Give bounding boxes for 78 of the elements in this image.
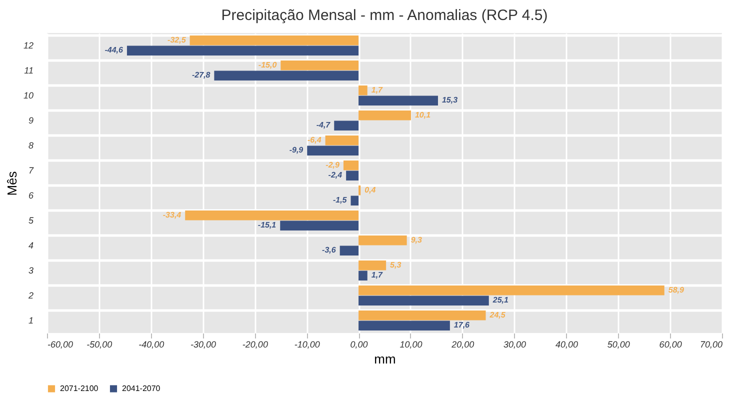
x-tick-label: 40,00	[555, 340, 578, 350]
y-tick-label: 11	[24, 66, 34, 76]
data-label: 10,1	[414, 110, 432, 120]
data-label: 1,7	[371, 270, 384, 280]
data-label: -2,4	[328, 170, 343, 180]
x-tick-label: -30,00	[190, 340, 216, 350]
bar	[358, 110, 411, 120]
y-tick-label: 1	[28, 316, 34, 326]
bar	[358, 286, 664, 296]
data-label: -4,7	[316, 120, 331, 130]
bar	[325, 136, 359, 146]
bar	[343, 160, 359, 170]
y-tick-label: 4	[28, 240, 34, 250]
data-label: -1,5	[332, 196, 348, 205]
data-label: 17,6	[454, 320, 470, 330]
legend-label: 2041-2070	[122, 384, 161, 393]
x-tick-label: 50,00	[607, 340, 630, 350]
y-tick-label: 10	[23, 90, 34, 100]
bar	[340, 246, 359, 256]
chart-title: Precipitação Mensal - mm - Anomalias (RCP 4.5)	[221, 7, 548, 24]
x-tick-label: -60,00	[48, 340, 74, 350]
x-tick-label: 70,00	[700, 340, 722, 350]
data-label: -33,4	[162, 210, 182, 220]
data-label: -44,6	[104, 46, 124, 55]
y-tick-label: 3	[28, 266, 34, 276]
bar	[358, 260, 386, 270]
y-tick-label: 6	[28, 190, 34, 200]
x-tick-label: 20,00	[450, 340, 474, 350]
bar	[280, 60, 359, 70]
data-label: -32,5	[168, 35, 186, 44]
x-axis-title: mm	[374, 352, 396, 366]
y-tick-label: 2	[27, 290, 34, 300]
data-label: -15,0	[258, 60, 278, 70]
data-label: 15,3	[442, 96, 458, 105]
data-label: -9,9	[289, 146, 304, 155]
legend-label: 2071-2100	[60, 384, 99, 393]
x-tick-label: -20,00	[242, 340, 268, 350]
x-tick-label: 30,00	[504, 340, 526, 350]
data-label: 9,3	[410, 235, 422, 244]
bar	[358, 320, 450, 330]
y-tick-label: 5	[28, 216, 34, 226]
x-tick-label: -50,00	[86, 340, 112, 350]
data-label: 58,9	[668, 285, 684, 294]
data-label: -27,8	[192, 70, 211, 80]
data-label: 1,7	[371, 85, 384, 94]
bar	[280, 220, 359, 230]
x-tick-label: -10,00	[294, 340, 320, 350]
bar	[358, 270, 368, 280]
x-tick-label: -40,00	[138, 340, 164, 350]
bar	[358, 310, 486, 320]
data-label: 24,5	[488, 310, 506, 320]
bar	[358, 96, 438, 106]
bar	[346, 170, 359, 180]
bar	[334, 120, 359, 130]
bar	[126, 46, 359, 56]
data-label: -6,4	[308, 135, 322, 144]
bar	[358, 296, 489, 306]
bar	[358, 236, 407, 246]
y-tick-label: 8	[28, 140, 34, 150]
x-tick-label: 10,00	[400, 340, 422, 350]
bar	[185, 210, 359, 220]
data-label: -3,6	[322, 246, 336, 255]
data-label: 5,3	[390, 260, 402, 270]
data-label: 0,4	[364, 185, 376, 194]
bar	[307, 146, 359, 156]
bar	[190, 36, 359, 46]
data-label: -15,1	[258, 220, 277, 230]
y-axis-title: Mês	[4, 170, 20, 196]
x-tick-label: 0,00	[350, 340, 368, 350]
bar	[350, 196, 359, 206]
y-tick-label: 9	[28, 116, 34, 126]
bar	[214, 70, 359, 80]
y-tick-label: 7	[28, 166, 34, 176]
x-tick-label: 60,00	[659, 340, 682, 350]
data-label: 25,1	[492, 296, 509, 305]
y-tick-label: 12	[23, 40, 34, 50]
bar	[358, 86, 368, 96]
data-label: -2,9	[326, 160, 340, 170]
